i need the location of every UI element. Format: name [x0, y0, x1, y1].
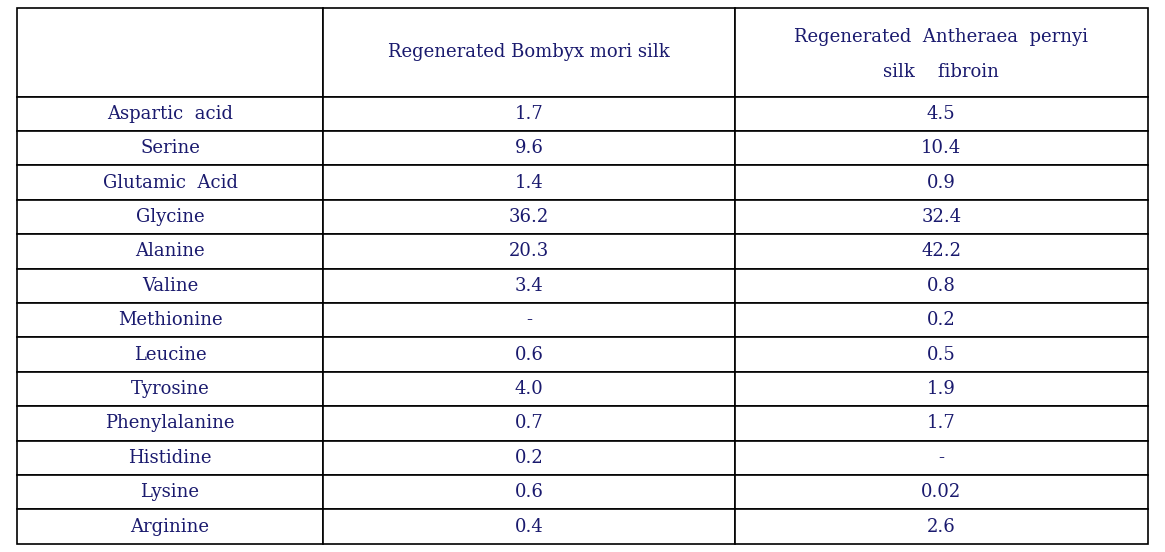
Text: 0.2: 0.2: [515, 449, 543, 467]
Bar: [735, 303, 1148, 337]
Bar: [735, 337, 1148, 371]
Text: Glutamic  Acid: Glutamic Acid: [103, 174, 238, 192]
Bar: [323, 406, 735, 440]
Text: 4.5: 4.5: [927, 105, 955, 123]
Bar: [323, 337, 735, 371]
Text: 9.6: 9.6: [515, 139, 543, 157]
Bar: [323, 440, 735, 475]
Text: Regenerated  Antheraea  pernyi: Regenerated Antheraea pernyi: [795, 28, 1088, 46]
Bar: [735, 406, 1148, 440]
Text: Regenerated Bombyx mori silk: Regenerated Bombyx mori silk: [388, 44, 670, 61]
Bar: [17, 406, 323, 440]
Bar: [17, 337, 323, 371]
Bar: [735, 234, 1148, 269]
Bar: [17, 269, 323, 303]
Text: 0.4: 0.4: [515, 518, 543, 535]
Text: 1.7: 1.7: [515, 105, 543, 123]
Text: 1.4: 1.4: [515, 174, 543, 192]
Text: 0.2: 0.2: [927, 311, 955, 329]
Text: 0.6: 0.6: [515, 346, 543, 364]
Text: Serine: Serine: [140, 139, 200, 157]
Text: 0.9: 0.9: [927, 174, 955, 192]
Text: Phenylalanine: Phenylalanine: [105, 415, 235, 432]
Bar: [17, 371, 323, 406]
Text: 1.9: 1.9: [927, 380, 955, 398]
Bar: [735, 8, 1148, 97]
Text: 42.2: 42.2: [922, 242, 961, 261]
Bar: [735, 509, 1148, 544]
Bar: [323, 303, 735, 337]
Bar: [17, 8, 323, 97]
Bar: [735, 131, 1148, 166]
Bar: [735, 97, 1148, 131]
Bar: [323, 269, 735, 303]
Text: silk    fibroin: silk fibroin: [883, 63, 1000, 81]
Text: Arginine: Arginine: [130, 518, 210, 535]
Text: 0.02: 0.02: [922, 483, 961, 501]
Bar: [17, 131, 323, 166]
Bar: [735, 440, 1148, 475]
Text: 0.7: 0.7: [515, 415, 543, 432]
Bar: [17, 97, 323, 131]
Text: 10.4: 10.4: [922, 139, 961, 157]
Text: 1.7: 1.7: [927, 415, 955, 432]
Text: -: -: [938, 449, 945, 467]
Bar: [17, 200, 323, 234]
Text: Histidine: Histidine: [128, 449, 212, 467]
Bar: [323, 166, 735, 200]
Text: 0.6: 0.6: [515, 483, 543, 501]
Text: 20.3: 20.3: [509, 242, 549, 261]
Bar: [17, 166, 323, 200]
Bar: [735, 166, 1148, 200]
Bar: [323, 97, 735, 131]
Text: Glycine: Glycine: [135, 208, 204, 226]
Text: 2.6: 2.6: [927, 518, 955, 535]
Text: -: -: [525, 311, 532, 329]
Bar: [735, 371, 1148, 406]
Text: 36.2: 36.2: [509, 208, 549, 226]
Bar: [17, 440, 323, 475]
Bar: [323, 475, 735, 509]
Bar: [323, 371, 735, 406]
Text: 0.5: 0.5: [927, 346, 955, 364]
Text: Leucine: Leucine: [134, 346, 206, 364]
Bar: [323, 234, 735, 269]
Text: Alanine: Alanine: [135, 242, 205, 261]
Bar: [323, 8, 735, 97]
Text: Methionine: Methionine: [118, 311, 223, 329]
Bar: [323, 131, 735, 166]
Bar: [17, 509, 323, 544]
Text: 32.4: 32.4: [922, 208, 961, 226]
Text: 0.8: 0.8: [927, 277, 955, 295]
Bar: [17, 303, 323, 337]
Bar: [17, 234, 323, 269]
Bar: [735, 200, 1148, 234]
Text: Lysine: Lysine: [141, 483, 199, 501]
Text: Valine: Valine: [142, 277, 198, 295]
Bar: [323, 509, 735, 544]
Bar: [735, 475, 1148, 509]
Text: Aspartic  acid: Aspartic acid: [107, 105, 233, 123]
Bar: [323, 200, 735, 234]
Text: Tyrosine: Tyrosine: [130, 380, 210, 398]
Text: 3.4: 3.4: [515, 277, 543, 295]
Text: 4.0: 4.0: [515, 380, 543, 398]
Bar: [735, 269, 1148, 303]
Bar: [17, 475, 323, 509]
